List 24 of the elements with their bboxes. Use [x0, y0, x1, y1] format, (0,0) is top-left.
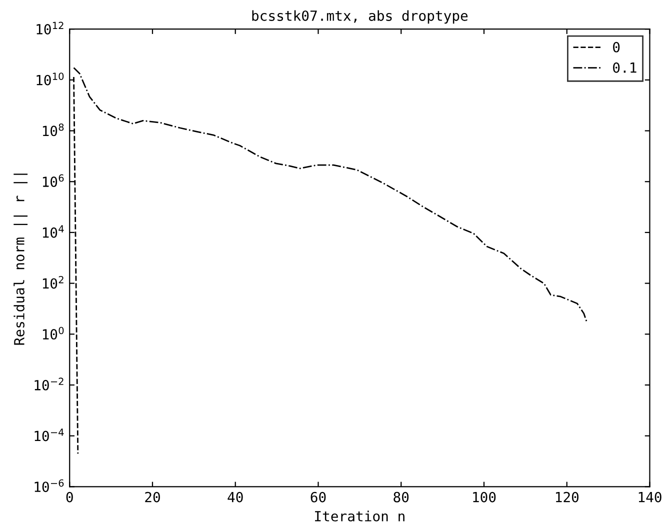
x-tick-label: 80 — [394, 492, 409, 502]
y-tick-label: 10$^{8}$ — [42, 123, 64, 136]
y-tick-label: 10$^{4}$ — [42, 225, 64, 238]
y-tick-label: 10$^{10}$ — [36, 72, 64, 86]
y-tick-label: 10$^{12}$ — [36, 22, 64, 34]
y-tick-label: 10$^{6}$ — [42, 174, 64, 188]
x-tick-label: 40 — [228, 492, 243, 502]
x-tick-label: 20 — [145, 492, 160, 502]
legend-label: 0.1 — [613, 62, 636, 73]
x-tick-label: 120 — [556, 492, 579, 502]
y-axis-title: Residual norm || r || — [14, 174, 28, 345]
legend-label: 0 — [613, 42, 620, 52]
y-tick-label: 10$^{−2}$ — [34, 378, 64, 390]
x-tick-label: 0 — [66, 492, 73, 502]
x-tick-label: 60 — [310, 492, 326, 502]
y-tick-label: 10$^{2}$ — [42, 276, 64, 289]
x-tick-label: 140 — [638, 492, 662, 502]
y-tick-label: 10$^{−6}$ — [34, 479, 64, 492]
y-tick-label: 10$^{−4}$ — [34, 428, 64, 442]
line-series — [73, 67, 588, 323]
x-tick-label: 100 — [473, 492, 496, 502]
y-tick-label: 10$^{0}$ — [42, 326, 64, 340]
chart-title: bcsstk07.mtx, abs droptype — [252, 10, 468, 24]
x-axis-title: Iteration n — [315, 510, 404, 522]
